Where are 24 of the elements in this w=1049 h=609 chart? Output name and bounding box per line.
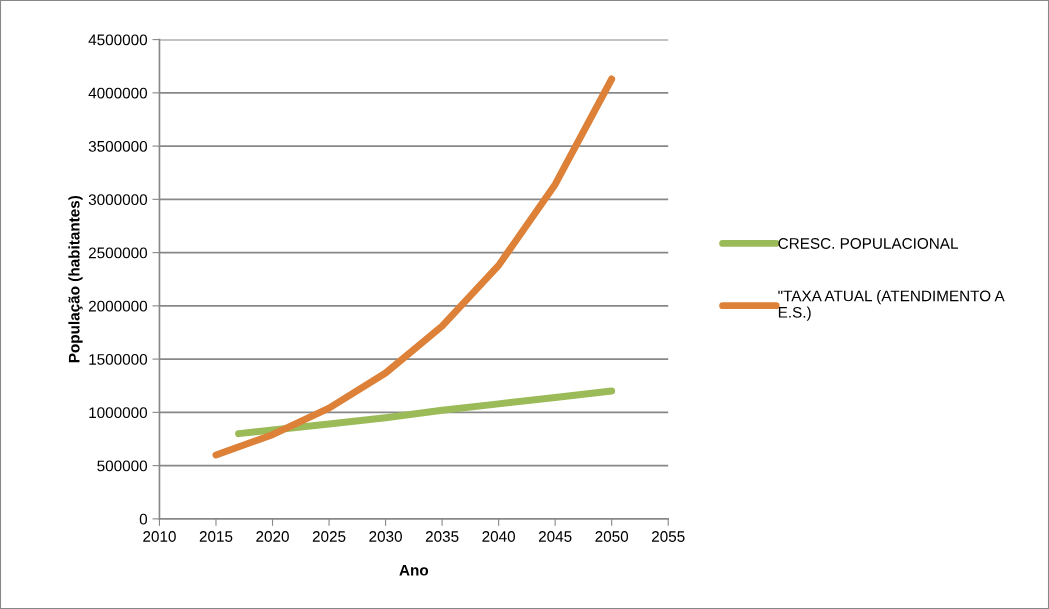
y-tick-label: 3500000 (88, 140, 148, 152)
y-tick-label: 4000000 (88, 87, 148, 99)
y-tick-label: 2500000 (88, 247, 148, 259)
x-tick-label: 2045 (538, 531, 572, 542)
x-tick-label: 2040 (482, 531, 516, 542)
x-tick-label: 2055 (651, 531, 685, 542)
x-tick-label: 2010 (143, 531, 176, 542)
y-tick-label: 1000000 (89, 407, 148, 419)
y-tick-label: 4500000 (88, 34, 148, 46)
legend-label: CRESC. POPULACIONAL (778, 238, 958, 249)
y-tick-label: 0 (139, 513, 148, 525)
y-axis-title: População (habitantes) (68, 195, 83, 363)
x-tick-label: 2025 (312, 531, 346, 542)
y-tick-label: 3000000 (88, 194, 148, 206)
x-tick-label: 2015 (199, 531, 233, 542)
y-tick-label: 2000000 (88, 300, 148, 312)
x-tick-label: 2035 (425, 531, 459, 542)
y-tick-label: 500000 (97, 460, 148, 472)
y-tick-label: 1500000 (89, 353, 148, 365)
x-axis-title: Ano (399, 564, 429, 576)
x-tick-label: 2030 (369, 531, 402, 542)
x-tick-label: 2050 (595, 531, 629, 542)
legend-label: "TAXA ATUAL (ATENDIMENTO A E.S.) (778, 290, 1005, 321)
x-tick-label: 2020 (256, 531, 289, 542)
